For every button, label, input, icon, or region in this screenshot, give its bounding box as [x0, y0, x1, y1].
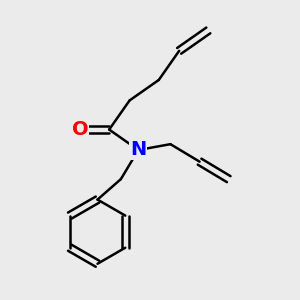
- Text: O: O: [72, 120, 88, 139]
- Text: N: N: [130, 140, 146, 160]
